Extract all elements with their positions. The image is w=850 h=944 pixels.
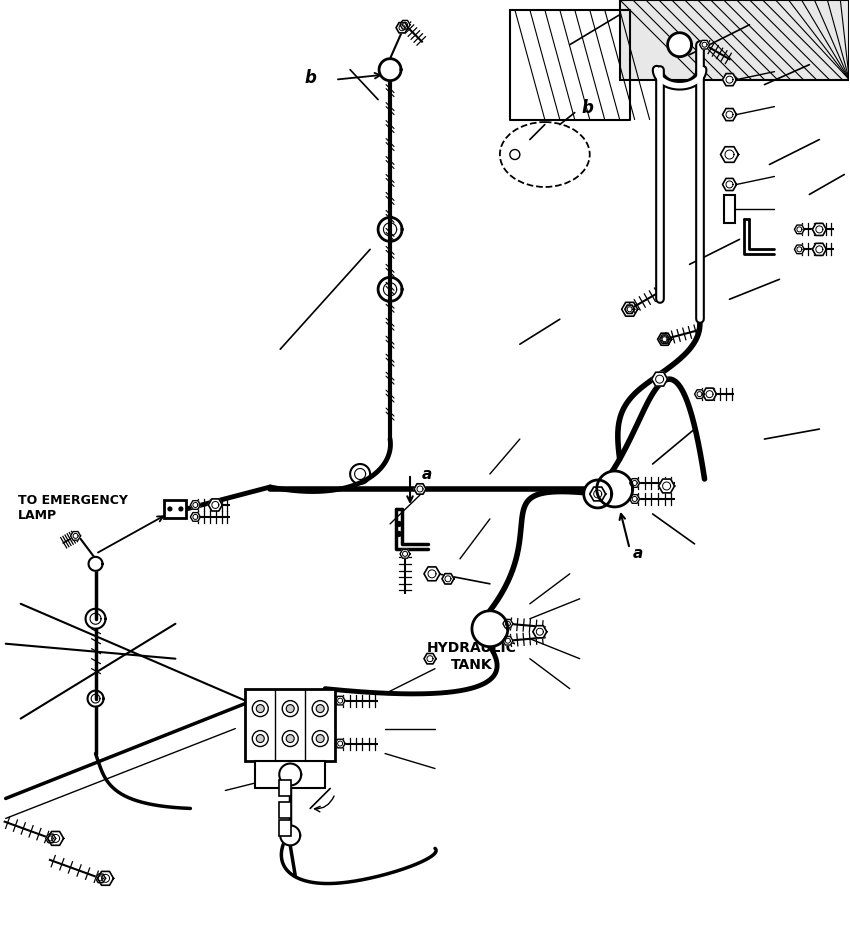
Polygon shape bbox=[722, 179, 736, 192]
Text: HYDRAULIC
TANK: HYDRAULIC TANK bbox=[427, 641, 517, 671]
Polygon shape bbox=[280, 764, 301, 785]
Polygon shape bbox=[694, 391, 705, 399]
Polygon shape bbox=[667, 34, 692, 58]
Polygon shape bbox=[625, 306, 635, 314]
Polygon shape bbox=[597, 471, 632, 507]
Circle shape bbox=[312, 700, 328, 716]
Text: b: b bbox=[304, 69, 316, 87]
Polygon shape bbox=[503, 636, 513, 646]
Polygon shape bbox=[400, 22, 410, 30]
Polygon shape bbox=[46, 834, 55, 843]
Polygon shape bbox=[700, 42, 710, 50]
Bar bbox=[255, 761, 326, 788]
Circle shape bbox=[257, 734, 264, 743]
Bar bbox=[280, 802, 292, 818]
Polygon shape bbox=[721, 147, 739, 163]
Polygon shape bbox=[335, 739, 345, 748]
Polygon shape bbox=[48, 832, 64, 846]
Polygon shape bbox=[95, 874, 105, 883]
Bar bbox=[280, 820, 292, 836]
Polygon shape bbox=[414, 484, 426, 495]
Circle shape bbox=[286, 705, 294, 713]
Polygon shape bbox=[503, 620, 513, 629]
Text: b: b bbox=[581, 98, 593, 116]
Polygon shape bbox=[335, 697, 345, 705]
Polygon shape bbox=[280, 826, 300, 846]
Polygon shape bbox=[190, 513, 201, 522]
Polygon shape bbox=[722, 110, 736, 122]
Polygon shape bbox=[703, 389, 717, 401]
Bar bbox=[246, 689, 335, 761]
Polygon shape bbox=[424, 567, 440, 582]
Bar bbox=[280, 781, 292, 797]
Polygon shape bbox=[379, 59, 401, 81]
Polygon shape bbox=[533, 626, 547, 638]
Polygon shape bbox=[630, 495, 640, 504]
Circle shape bbox=[252, 700, 269, 716]
Bar bbox=[723, 196, 735, 224]
Polygon shape bbox=[400, 550, 410, 559]
Circle shape bbox=[397, 522, 401, 527]
Polygon shape bbox=[590, 487, 606, 501]
Circle shape bbox=[257, 705, 264, 713]
Polygon shape bbox=[659, 480, 675, 494]
Polygon shape bbox=[98, 871, 114, 885]
Circle shape bbox=[252, 731, 269, 747]
Circle shape bbox=[397, 531, 401, 537]
Polygon shape bbox=[442, 574, 454, 584]
Polygon shape bbox=[424, 654, 436, 665]
Polygon shape bbox=[584, 480, 612, 509]
Polygon shape bbox=[472, 611, 507, 647]
Circle shape bbox=[168, 508, 172, 512]
Circle shape bbox=[286, 734, 294, 743]
Polygon shape bbox=[813, 244, 826, 256]
Polygon shape bbox=[722, 75, 736, 87]
Text: a: a bbox=[422, 467, 433, 482]
Text: TO EMERGENCY
LAMP: TO EMERGENCY LAMP bbox=[18, 494, 128, 522]
Polygon shape bbox=[795, 226, 804, 234]
Polygon shape bbox=[208, 499, 223, 512]
Text: a: a bbox=[632, 546, 643, 561]
Bar bbox=[620, 1, 849, 80]
Polygon shape bbox=[190, 501, 201, 510]
Polygon shape bbox=[813, 224, 826, 236]
Circle shape bbox=[312, 731, 328, 747]
Polygon shape bbox=[630, 480, 640, 488]
Circle shape bbox=[282, 700, 298, 716]
Polygon shape bbox=[88, 557, 103, 571]
Circle shape bbox=[316, 705, 324, 713]
Polygon shape bbox=[652, 373, 667, 387]
Polygon shape bbox=[71, 532, 81, 541]
Polygon shape bbox=[660, 335, 670, 345]
Polygon shape bbox=[795, 245, 804, 255]
Circle shape bbox=[178, 508, 183, 512]
Circle shape bbox=[316, 734, 324, 743]
Circle shape bbox=[282, 731, 298, 747]
Polygon shape bbox=[658, 334, 672, 346]
Polygon shape bbox=[396, 24, 408, 34]
Polygon shape bbox=[621, 303, 638, 317]
Bar bbox=[164, 500, 186, 518]
